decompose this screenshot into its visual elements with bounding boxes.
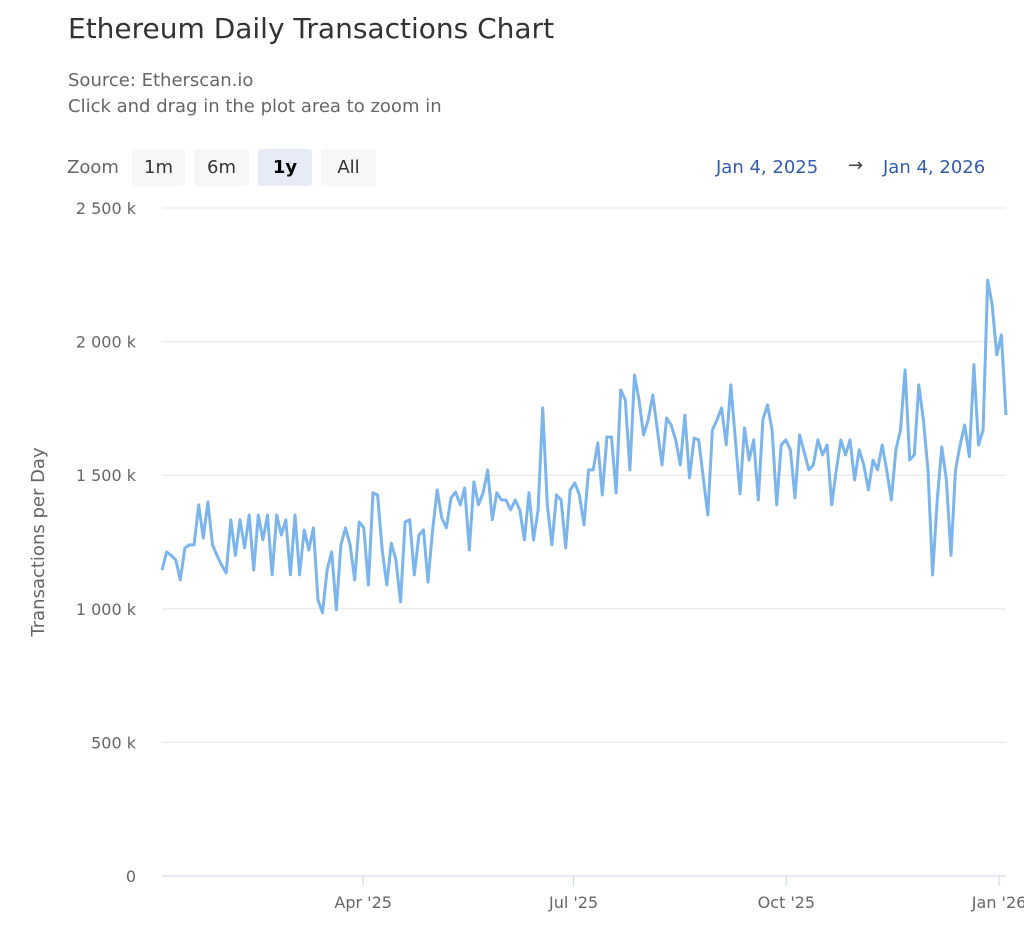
x-tick-label: Jul '25 (548, 893, 598, 912)
y-axis-title: Transactions per Day (28, 447, 49, 638)
y-tick-label: 0 (126, 867, 136, 886)
y-tick-label: 1 500 k (76, 466, 137, 485)
x-tick-label: Apr '25 (334, 893, 392, 912)
series-line[interactable] (160, 278, 1008, 615)
y-tick-label: 1 000 k (76, 600, 137, 619)
x-tick-label: Jan '26 (971, 893, 1024, 912)
chart-hint: Click and drag in the plot area to zoom … (68, 96, 442, 117)
zoom-all-button[interactable]: All (321, 149, 376, 186)
x-tick-label: Oct '25 (758, 893, 816, 912)
range-to[interactable]: Jan 4, 2026 (883, 157, 986, 178)
zoom-6m-button[interactable]: 6m (194, 149, 249, 186)
zoom-1m-button[interactable]: 1m (132, 149, 185, 186)
y-tick-label: 500 k (91, 733, 137, 752)
chart-source: Source: Etherscan.io (68, 70, 254, 91)
zoom-label: Zoom (67, 157, 119, 178)
range-arrow-icon: → (848, 155, 864, 176)
y-tick-label: 2 500 k (76, 199, 137, 218)
range-from[interactable]: Jan 4, 2025 (716, 157, 819, 178)
chart-title: Ethereum Daily Transactions Chart (68, 12, 555, 45)
zoom-1y-button[interactable]: 1y (258, 149, 312, 186)
y-tick-label: 2 000 k (76, 333, 137, 352)
